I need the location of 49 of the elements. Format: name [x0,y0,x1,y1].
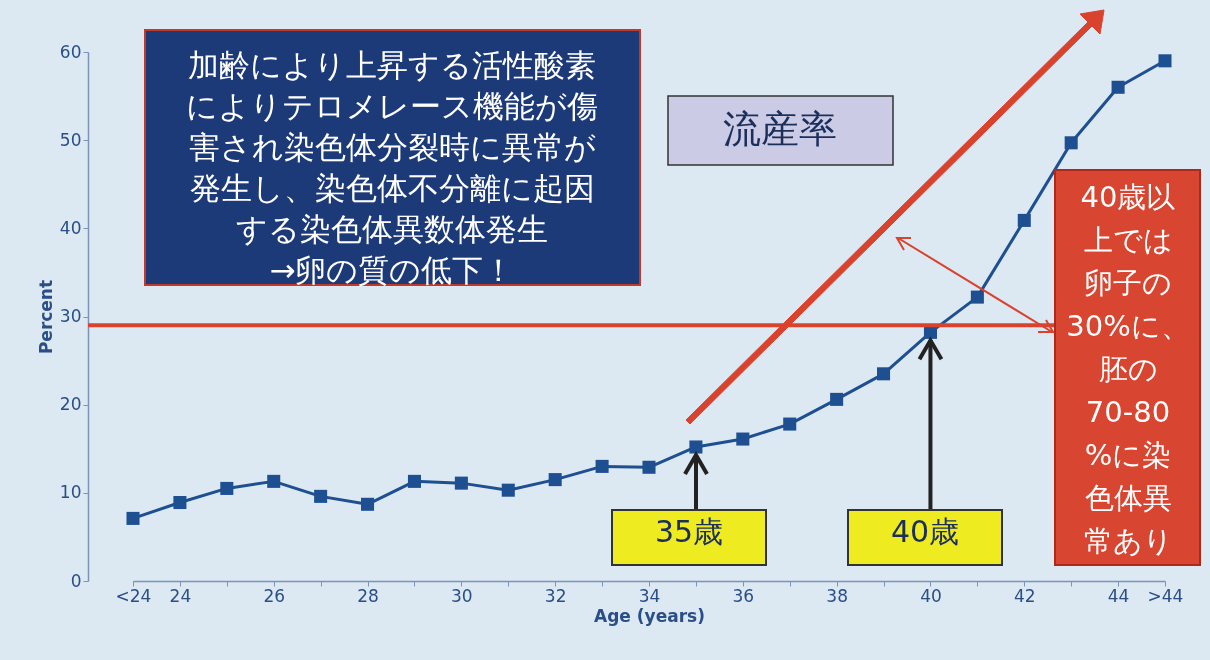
point [970,290,984,304]
text: 40歳以上では卵子の30%に、胚の70-80%に染色体異常あり [1066,180,1190,558]
point [454,476,468,490]
text: 流産率 [723,107,837,151]
y-tick-label: 60 [59,41,82,62]
y-tick-label: 30 [59,306,82,326]
x-tick-label: 24 [169,585,192,606]
x-tick-label: 34 [638,585,661,606]
point [1158,54,1172,68]
y-tick-label: 20 [59,394,82,415]
y-tick-label: 0 [70,570,82,591]
point [173,496,187,510]
point [830,392,844,406]
point [877,367,891,381]
x-tick-label: 28 [357,585,379,606]
point [736,432,750,446]
x-tick-label: 30 [451,585,473,606]
point [501,483,515,497]
point [783,417,797,431]
annotation: 加齢により上昇する活性酸素によりテロメレース機能が傷害され染色体分裂時に異常が発生し、染色体不分離に起因する染色体異数体発生→卵の質の低下！ [186,47,598,288]
annotation: 35歳 [654,514,724,549]
y-tick-label: 40 [59,217,82,238]
x-tick-label: 38 [826,585,848,606]
x-tick-label: 36 [732,585,755,606]
annotation: 40歳 [890,514,960,549]
x-axis-title: Age (years) [594,605,705,626]
point [1111,80,1125,94]
point [548,473,562,487]
x-tick-label: >44 [1147,585,1184,606]
point [1064,136,1078,150]
y-axis-title: Percent [35,279,56,355]
y-tick-label: 10 [59,482,82,503]
point [126,511,140,525]
x-tick-label: <24 [115,585,152,606]
point [267,474,281,488]
y-tick-label: 50 [59,129,82,150]
point [689,440,703,454]
point [595,459,609,473]
point [361,497,375,511]
point [220,481,234,495]
x-tick-label: 42 [1013,585,1036,606]
x-tick-label: 32 [544,585,567,606]
point [1017,213,1031,227]
x-tick-label: 44 [1107,585,1130,606]
point [314,489,328,503]
x-tick-label: 26 [263,585,286,606]
x-tick-label: 40 [920,585,942,606]
point [407,474,421,488]
point [642,460,656,474]
